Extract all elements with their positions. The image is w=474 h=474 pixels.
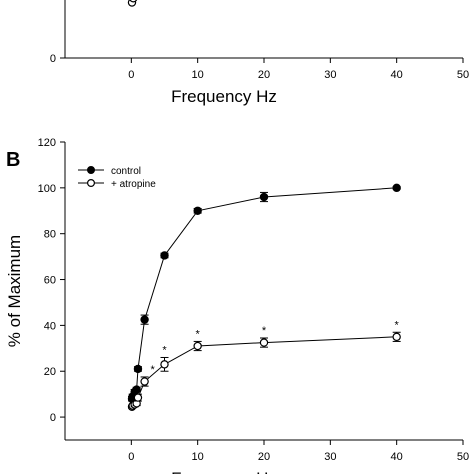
y-tick-label: 120 [38,137,56,149]
legend-marker [86,179,95,188]
data-point-open [140,377,149,386]
x-tick-label: 30 [324,69,336,81]
legend-marker [86,166,95,175]
data-point-filled [140,315,149,324]
data-point-filled [132,385,141,394]
data-point-open [259,338,269,347]
x-tick-label: 20 [258,69,270,81]
significance-asterisk: * [162,344,167,356]
y-tick-label: 40 [44,320,56,332]
significance-asterisk: * [262,325,267,337]
data-point-filled [160,251,169,260]
legend-label: + atropine [111,179,156,190]
x-tick-label: 30 [324,451,336,463]
data-point-open [129,0,138,3]
significance-asterisk: * [395,319,400,331]
x-tick-label: 50 [457,451,469,463]
significance-asterisk: * [150,364,155,376]
data-point-open [392,332,401,342]
series-line [131,187,397,399]
legend-label: control [111,166,141,177]
data-point-open [193,341,202,351]
x-axis-label: Frequency Hz [171,87,277,106]
panel-b: 0 10 20 30 40 50 0 20 40 60 80 100 120 Frequency Hz % … [5,137,469,474]
panel-top: 01020304050050Frequency Hz [50,0,469,106]
x-tick-label: 40 [391,451,403,463]
x-tick-label: 20 [258,451,270,463]
y-tick-label: 0 [50,53,56,65]
x-tick-label: 40 [391,69,403,81]
y-tick-label: 80 [44,229,56,241]
y-tick-label: 0 [50,412,56,424]
data-point-open [160,360,169,369]
x-tick-label: 10 [192,69,204,81]
x-tick-label: 10 [192,451,204,463]
data-point-filled [133,364,143,374]
x-tick-label: 0 [128,69,134,81]
data-point-open [133,393,143,402]
data-point-filled [259,192,269,202]
significance-asterisk: * [144,381,149,393]
x-tick-label: 50 [457,69,469,81]
data-point-filled [193,206,202,215]
y-tick-label: 100 [38,183,56,195]
x-tick-label: 0 [128,451,134,463]
y-tick-label: 20 [44,366,56,378]
panel-label: B [6,149,20,171]
y-axis-label: % of Maximum [5,235,24,347]
x-axis-label: Frequency Hz [171,469,277,474]
y-tick-label: 60 [44,275,56,287]
significance-asterisk: * [196,328,201,340]
data-point-filled [392,183,401,193]
